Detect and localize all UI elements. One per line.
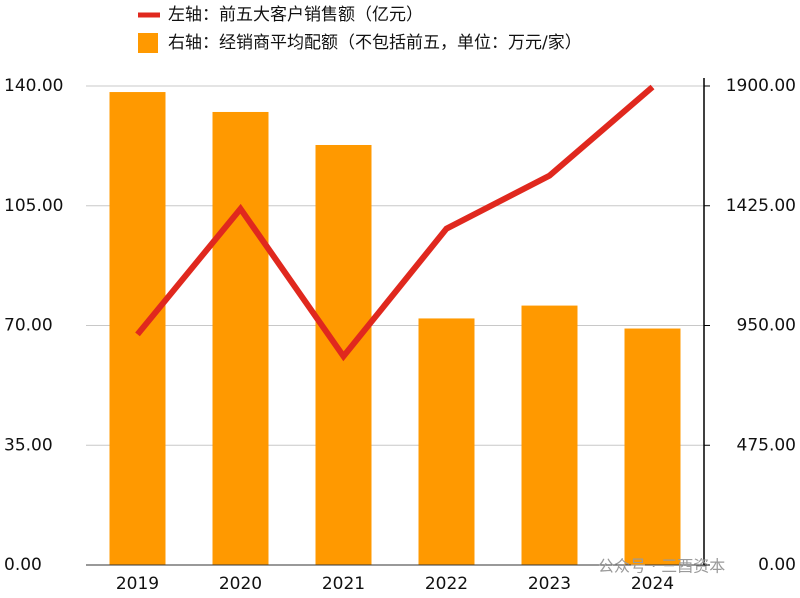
y-tick-label: 0.00 bbox=[4, 555, 42, 575]
bar bbox=[212, 111, 269, 565]
x-tick-label: 2023 bbox=[528, 574, 571, 594]
line bbox=[135, 84, 655, 362]
x-tick-label: 2019 bbox=[116, 574, 159, 594]
y-tick-label: 105.00 bbox=[4, 196, 63, 216]
legend-label: 左轴：前五大客户销售额（亿元） bbox=[168, 5, 423, 25]
y-tick-label: 140.00 bbox=[4, 76, 63, 96]
watermark: 公众号 · 三酉资本 bbox=[598, 557, 725, 576]
y2-tick-label: 950.00 bbox=[737, 316, 796, 336]
x-tick-label: 2021 bbox=[322, 574, 365, 594]
y2-tick-label: 1900.00 bbox=[726, 76, 796, 96]
y-tick-label: 70.00 bbox=[4, 316, 53, 336]
y2-tick-label: 0.00 bbox=[758, 555, 796, 575]
bar bbox=[521, 305, 578, 565]
y2-tick-label: 475.00 bbox=[737, 435, 796, 455]
bar bbox=[109, 92, 166, 565]
legend-label: 右轴：经销商平均配额（不包括前五，单位：万元/家） bbox=[168, 33, 582, 53]
x-tick-label: 2020 bbox=[219, 574, 262, 594]
bar bbox=[624, 328, 681, 565]
bar bbox=[418, 318, 475, 565]
x-tick-label: 2022 bbox=[425, 574, 468, 594]
y2-tick-label: 1425.00 bbox=[726, 196, 796, 216]
legend-swatch bbox=[138, 33, 158, 53]
y-tick-label: 35.00 bbox=[4, 435, 53, 455]
x-tick-label: 2024 bbox=[631, 574, 674, 594]
